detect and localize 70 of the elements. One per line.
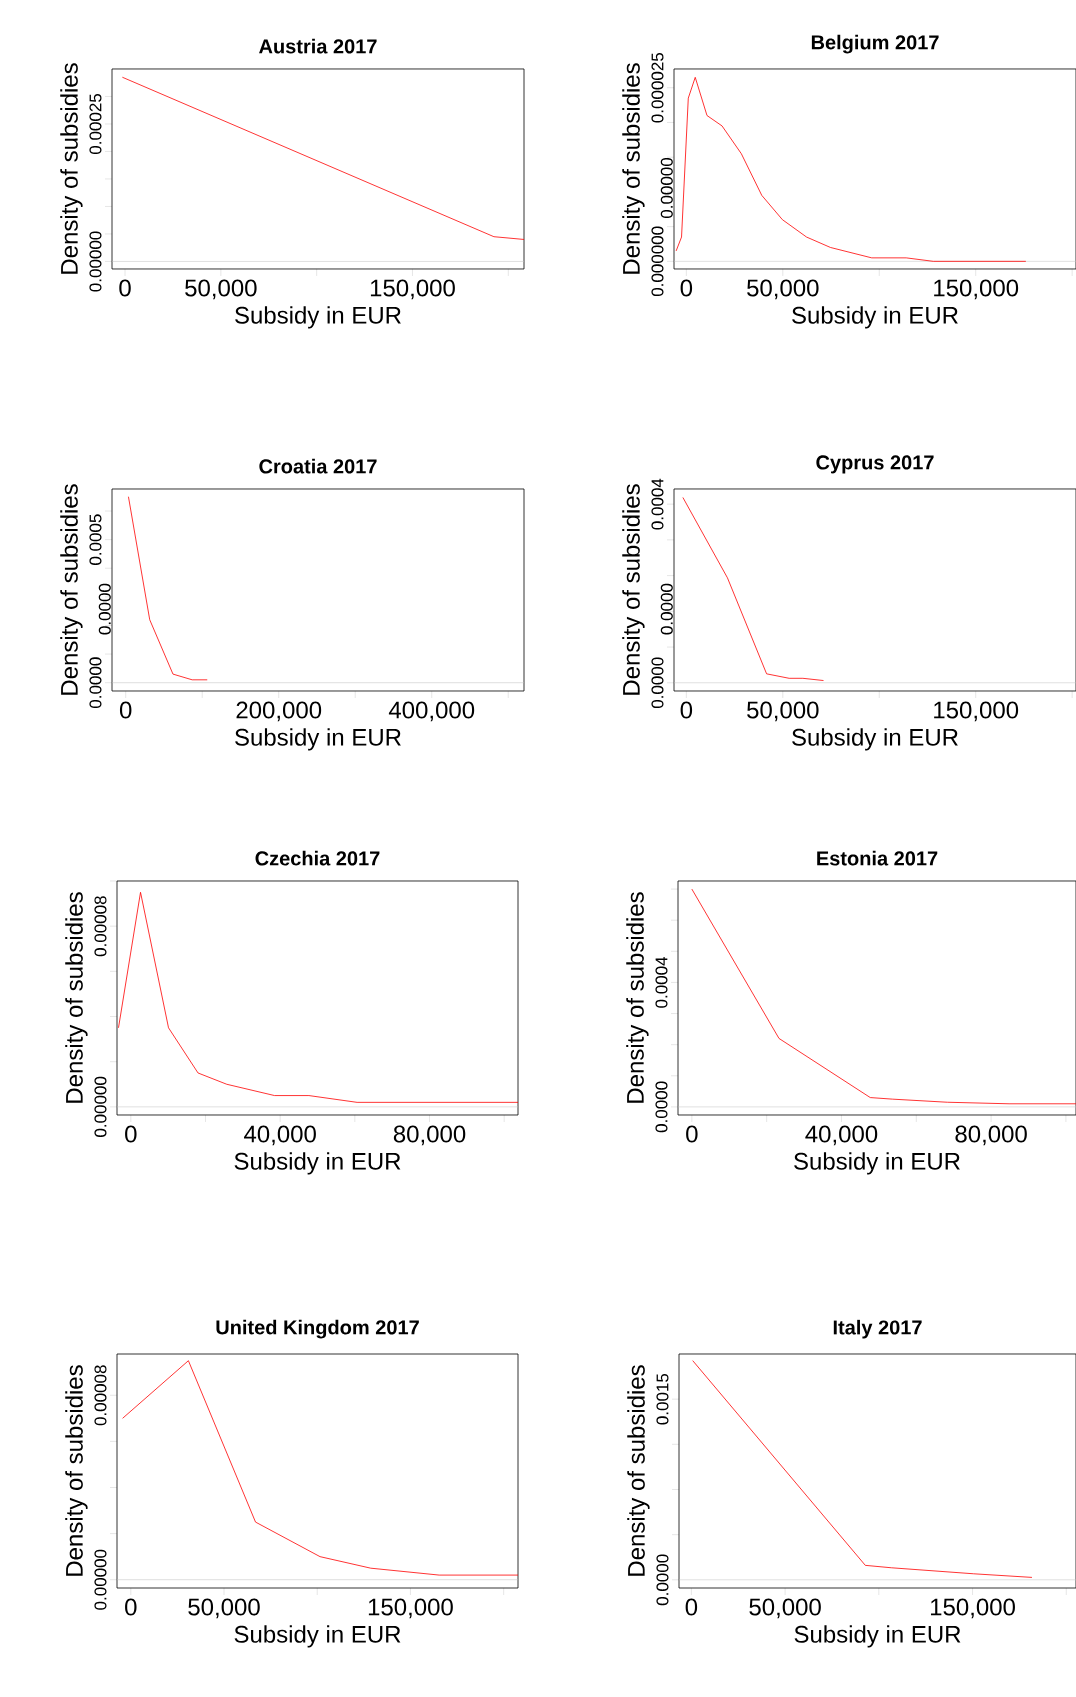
x-tick-label: 50,000: [185, 279, 257, 300]
chart-title: Croatia 2017: [259, 458, 377, 474]
x-tick-label: 150,000: [934, 279, 1019, 300]
y-tick-label: 0.00000: [89, 231, 102, 292]
x-tick-label: 150,000: [370, 279, 455, 300]
line-series: [122, 1360, 519, 1576]
y-tick-label: 0.0004: [651, 478, 664, 530]
y-tick-label: 0.000025: [651, 53, 664, 123]
chart-title: Italy 2017: [833, 1319, 922, 1339]
y-tick-label: 0.0005: [89, 514, 102, 565]
y-tick-label: 0.0000: [89, 657, 102, 709]
y-tick-label: 0.000000: [651, 226, 664, 297]
x-tick-label: 0: [125, 1125, 137, 1143]
x-axis-title: Subsidy in EUR: [235, 728, 401, 751]
line-series: [691, 888, 1076, 1105]
chart-title: Belgium 2017: [811, 34, 939, 54]
x-axis-title: Subsidy in EUR: [234, 1152, 401, 1175]
x-axis-title: Subsidy in EUR: [794, 1152, 960, 1175]
x-tick-label: 150,000: [368, 1598, 453, 1619]
chart-title: Estonia 2017: [817, 850, 938, 866]
y-tick-label: 0.00000: [94, 1549, 107, 1610]
x-axis-title: Subsidy in EUR: [794, 1625, 961, 1648]
y-tick-label: 0.00008: [94, 1365, 107, 1426]
chart-title: Austria 2017: [259, 38, 377, 54]
chart-title: United Kingdom 2017: [216, 1319, 419, 1339]
x-tick-label: 150,000: [934, 701, 1019, 722]
y-tick-label: 0.00008: [94, 896, 107, 957]
y-axis-title: Density of subsidies: [626, 892, 649, 1103]
line-series: [128, 496, 208, 681]
y-tick-label: 0.0015: [656, 1373, 669, 1425]
x-axis-title: Subsidy in EUR: [234, 1625, 401, 1648]
chart-title: Czechia 2017: [255, 850, 380, 866]
x-tick-label: 50,000: [749, 1598, 821, 1619]
chart-title: Cyprus 2017: [816, 455, 934, 474]
y-tick-label: 0.0000: [656, 1554, 669, 1606]
x-tick-label: 80,000: [393, 1125, 466, 1146]
line-series: [675, 76, 1027, 262]
x-tick-label: 0: [119, 279, 131, 297]
x-tick-label: 40,000: [805, 1125, 878, 1146]
y-tick-label: 0.0000: [651, 657, 664, 709]
y-tick-label: 0.00025: [89, 93, 102, 155]
x-tick-label: 200,000: [236, 701, 322, 722]
x-tick-label: 0: [119, 701, 132, 719]
x-tick-label: 0: [125, 1598, 137, 1616]
y-axis-title: Density of subsidies: [65, 1365, 88, 1576]
y-axis-title: Density of subsidies: [60, 63, 83, 274]
x-tick-label: 0: [680, 701, 693, 719]
y-axis-title: Density of subsidies: [627, 1365, 650, 1576]
x-tick-label: 0: [686, 1125, 698, 1143]
x-tick-label: 400,000: [388, 701, 475, 722]
x-tick-label: 50,000: [747, 701, 819, 722]
x-tick-label: 150,000: [930, 1598, 1015, 1619]
x-axis-title: Subsidy in EUR: [792, 306, 958, 329]
y-axis-title: Density of subsidies: [60, 484, 83, 695]
x-axis-title: Subsidy in EUR: [792, 728, 958, 751]
x-tick-label: 50,000: [188, 1598, 260, 1619]
y-axis-title: Density of subsidies: [622, 63, 645, 274]
y-tick-label: 0.00000: [94, 1076, 107, 1137]
x-tick-label: 50,000: [747, 279, 819, 300]
x-tick-label: 40,000: [244, 1125, 316, 1146]
y-axis-title: Density of subsidies: [622, 484, 645, 695]
y-tick-label: 0.0000: [655, 1081, 668, 1133]
x-tick-label: 0: [685, 1598, 698, 1616]
line-series: [682, 497, 824, 681]
y-axis-title: Density of subsidies: [65, 892, 88, 1103]
x-tick-label: 80,000: [955, 1125, 1027, 1146]
x-tick-label: 0: [680, 279, 693, 297]
line-series: [692, 1360, 1033, 1578]
y-tick-label: 0.0004: [655, 956, 668, 1008]
x-axis-title: Subsidy in EUR: [235, 306, 401, 329]
